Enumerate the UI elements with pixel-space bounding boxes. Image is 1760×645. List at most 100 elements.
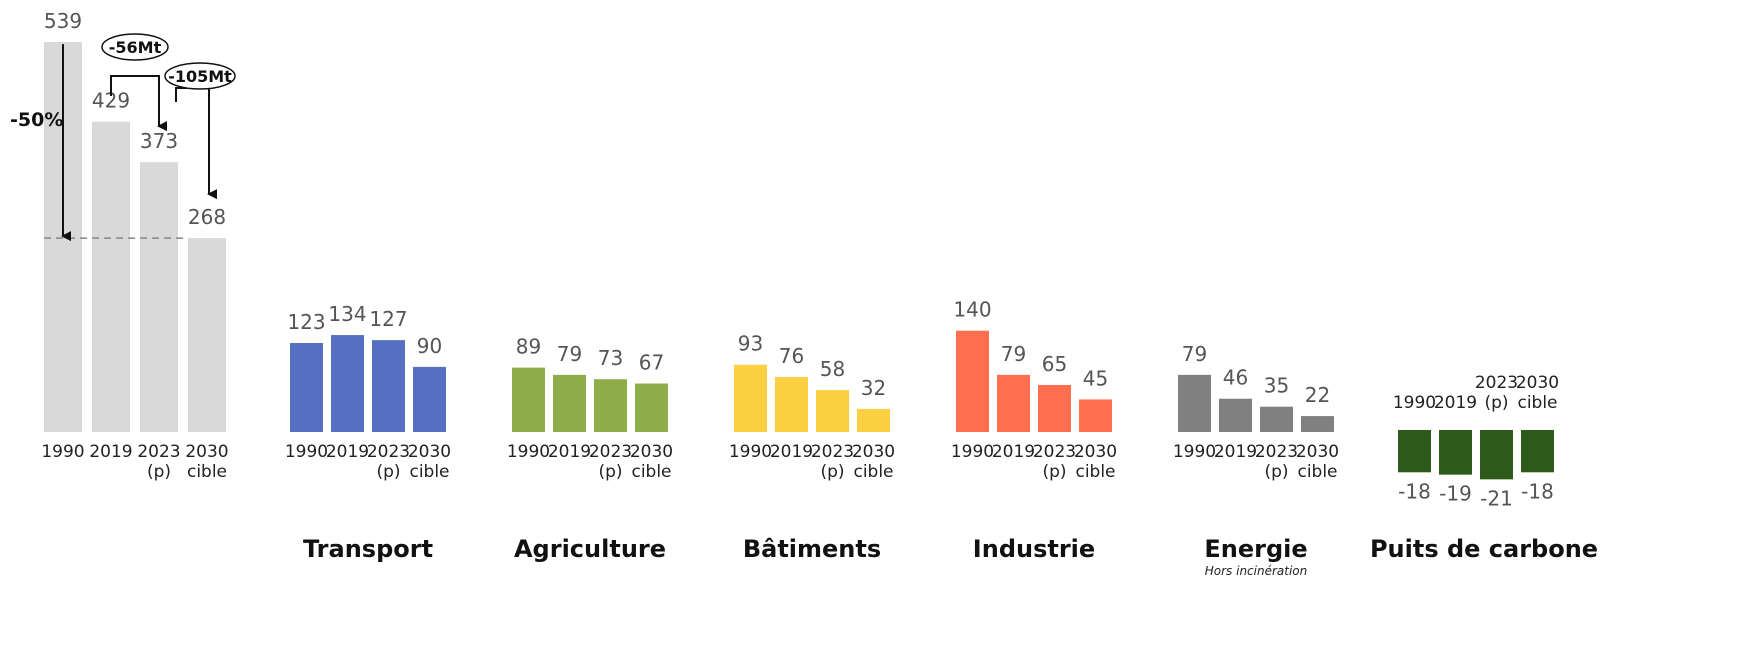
bar-energie-1 xyxy=(1219,398,1252,432)
value-label-puits-2: -21 xyxy=(1480,486,1513,510)
bar-total-2 xyxy=(140,162,178,432)
bar-transport-2 xyxy=(372,340,405,432)
tick-label-total-2-line: 2023 xyxy=(137,442,180,462)
bar-industrie-1 xyxy=(997,374,1030,432)
tick-label-puits-3-line: cible xyxy=(1517,393,1557,413)
panel-puits: -18 1990 -19 2019 -21 2023 (p) -18 2030 cible Puit… xyxy=(1370,373,1598,563)
bar-puits-0 xyxy=(1398,430,1431,473)
tick-label-total-0-line: 1990 xyxy=(41,442,84,462)
tick-label-batiments-0: 1990 xyxy=(729,442,772,462)
panel-agriculture: 89 1990 79 2019 73 2023 (p) 67 2030 cible Agricult… xyxy=(507,335,673,563)
tick-label-agriculture-3-line: 2030 xyxy=(630,442,673,462)
tick-label-batiments-1: 2019 xyxy=(770,442,813,462)
delta-56-arrow xyxy=(110,75,167,132)
panel-batiments: 93 1990 76 2019 58 2023 (p) 32 2030 cible Bâtiment… xyxy=(729,332,895,563)
tick-label-transport-3-line: cible xyxy=(409,462,449,482)
bar-total-1 xyxy=(92,121,130,432)
tick-label-industrie-2-line: 2023 xyxy=(1033,442,1076,462)
tick-label-puits-1: 2019 xyxy=(1434,393,1477,413)
tick-label-agriculture-2-line: (p) xyxy=(598,462,622,482)
value-label-agriculture-1: 79 xyxy=(557,342,582,366)
tick-label-puits-2: 2023 (p) xyxy=(1475,373,1518,413)
tick-label-industrie-2-line: (p) xyxy=(1042,462,1066,482)
tick-label-puits-0-line: 1990 xyxy=(1393,393,1436,413)
tick-label-agriculture-1: 2019 xyxy=(548,442,591,462)
value-label-energie-1: 46 xyxy=(1223,366,1248,390)
value-label-total-0: 539 xyxy=(44,9,82,33)
panel-subtitle-energie: Hors incinération xyxy=(1205,564,1308,578)
value-label-transport-3: 90 xyxy=(417,334,442,358)
value-label-industrie-3: 45 xyxy=(1083,366,1108,390)
delta-56-badge xyxy=(101,33,169,61)
value-label-transport-1: 134 xyxy=(328,302,366,326)
bar-batiments-2 xyxy=(816,390,849,432)
panel-title-batiments: Bâtiments xyxy=(743,535,881,563)
tick-label-industrie-1-line: 2019 xyxy=(992,442,1035,462)
tick-label-energie-3: 2030 cible xyxy=(1296,442,1339,482)
tick-label-agriculture-2: 2023 (p) xyxy=(589,442,632,482)
value-label-industrie-0: 140 xyxy=(953,298,991,322)
tick-label-energie-1: 2019 xyxy=(1214,442,1257,462)
tick-label-transport-1: 2019 xyxy=(326,442,369,462)
tick-label-industrie-3-line: 2030 xyxy=(1074,442,1117,462)
bar-industrie-0 xyxy=(956,330,989,432)
bar-batiments-1 xyxy=(775,377,808,432)
value-label-batiments-2: 58 xyxy=(820,357,845,381)
tick-label-transport-0: 1990 xyxy=(285,442,328,462)
delta-105-badge xyxy=(164,62,236,90)
bar-agriculture-0 xyxy=(512,367,545,432)
value-label-agriculture-0: 89 xyxy=(516,335,541,359)
tick-label-puits-3: 2030 cible xyxy=(1516,373,1559,413)
tick-label-transport-2-line: (p) xyxy=(376,462,400,482)
tick-label-transport-1-line: 2019 xyxy=(326,442,369,462)
value-label-transport-2: 127 xyxy=(369,307,407,331)
tick-label-agriculture-3-line: cible xyxy=(631,462,671,482)
bar-industrie-2 xyxy=(1038,384,1071,432)
delta-105-label: -105Mt xyxy=(168,67,232,86)
tick-label-agriculture-1-line: 2019 xyxy=(548,442,591,462)
delta-56-label: -56Mt xyxy=(109,38,162,57)
tick-label-energie-3-line: 2030 xyxy=(1296,442,1339,462)
tick-label-batiments-2-line: (p) xyxy=(820,462,844,482)
bar-agriculture-1 xyxy=(553,374,586,432)
value-label-batiments-3: 32 xyxy=(861,376,886,400)
panel-title-agriculture: Agriculture xyxy=(514,535,666,563)
tick-label-agriculture-3: 2030 cible xyxy=(630,442,673,482)
bar-energie-3 xyxy=(1301,416,1334,432)
tick-label-puits-1-line: 2019 xyxy=(1434,393,1477,413)
tick-label-energie-2-line: (p) xyxy=(1264,462,1288,482)
tick-label-total-2: 2023 (p) xyxy=(137,442,180,482)
tick-label-agriculture-2-line: 2023 xyxy=(589,442,632,462)
tick-label-puits-0: 1990 xyxy=(1393,393,1436,413)
tick-label-agriculture-0: 1990 xyxy=(507,442,550,462)
delta-105-arrow xyxy=(175,87,217,200)
value-label-agriculture-2: 73 xyxy=(598,346,623,370)
tick-label-transport-3-line: 2030 xyxy=(408,442,451,462)
bar-batiments-3 xyxy=(857,408,890,432)
bar-transport-1 xyxy=(331,335,364,432)
tick-label-batiments-3-line: cible xyxy=(853,462,893,482)
tick-label-batiments-2-line: 2023 xyxy=(811,442,854,462)
bar-puits-1 xyxy=(1439,430,1472,475)
value-label-energie-3: 22 xyxy=(1305,383,1330,407)
value-label-total-2: 373 xyxy=(140,129,178,153)
tick-label-batiments-0-line: 1990 xyxy=(729,442,772,462)
tick-label-total-3: 2030 cible xyxy=(185,442,228,482)
tick-label-energie-2-line: 2023 xyxy=(1255,442,1298,462)
tick-label-industrie-0: 1990 xyxy=(951,442,994,462)
panel-energie: 79 1990 46 2019 35 2023 (p) 22 2030 cible EnergieH… xyxy=(1173,342,1339,578)
bar-puits-2 xyxy=(1480,430,1513,480)
tick-label-batiments-3: 2030 cible xyxy=(852,442,895,482)
value-label-transport-0: 123 xyxy=(287,310,325,334)
value-label-agriculture-3: 67 xyxy=(639,351,664,375)
bar-transport-3 xyxy=(413,366,446,432)
value-label-industrie-2: 65 xyxy=(1042,352,1067,376)
bar-agriculture-2 xyxy=(594,379,627,432)
tick-label-batiments-3-line: 2030 xyxy=(852,442,895,462)
value-label-batiments-1: 76 xyxy=(779,344,804,368)
tick-label-industrie-3: 2030 cible xyxy=(1074,442,1117,482)
value-label-industrie-1: 79 xyxy=(1001,342,1026,366)
